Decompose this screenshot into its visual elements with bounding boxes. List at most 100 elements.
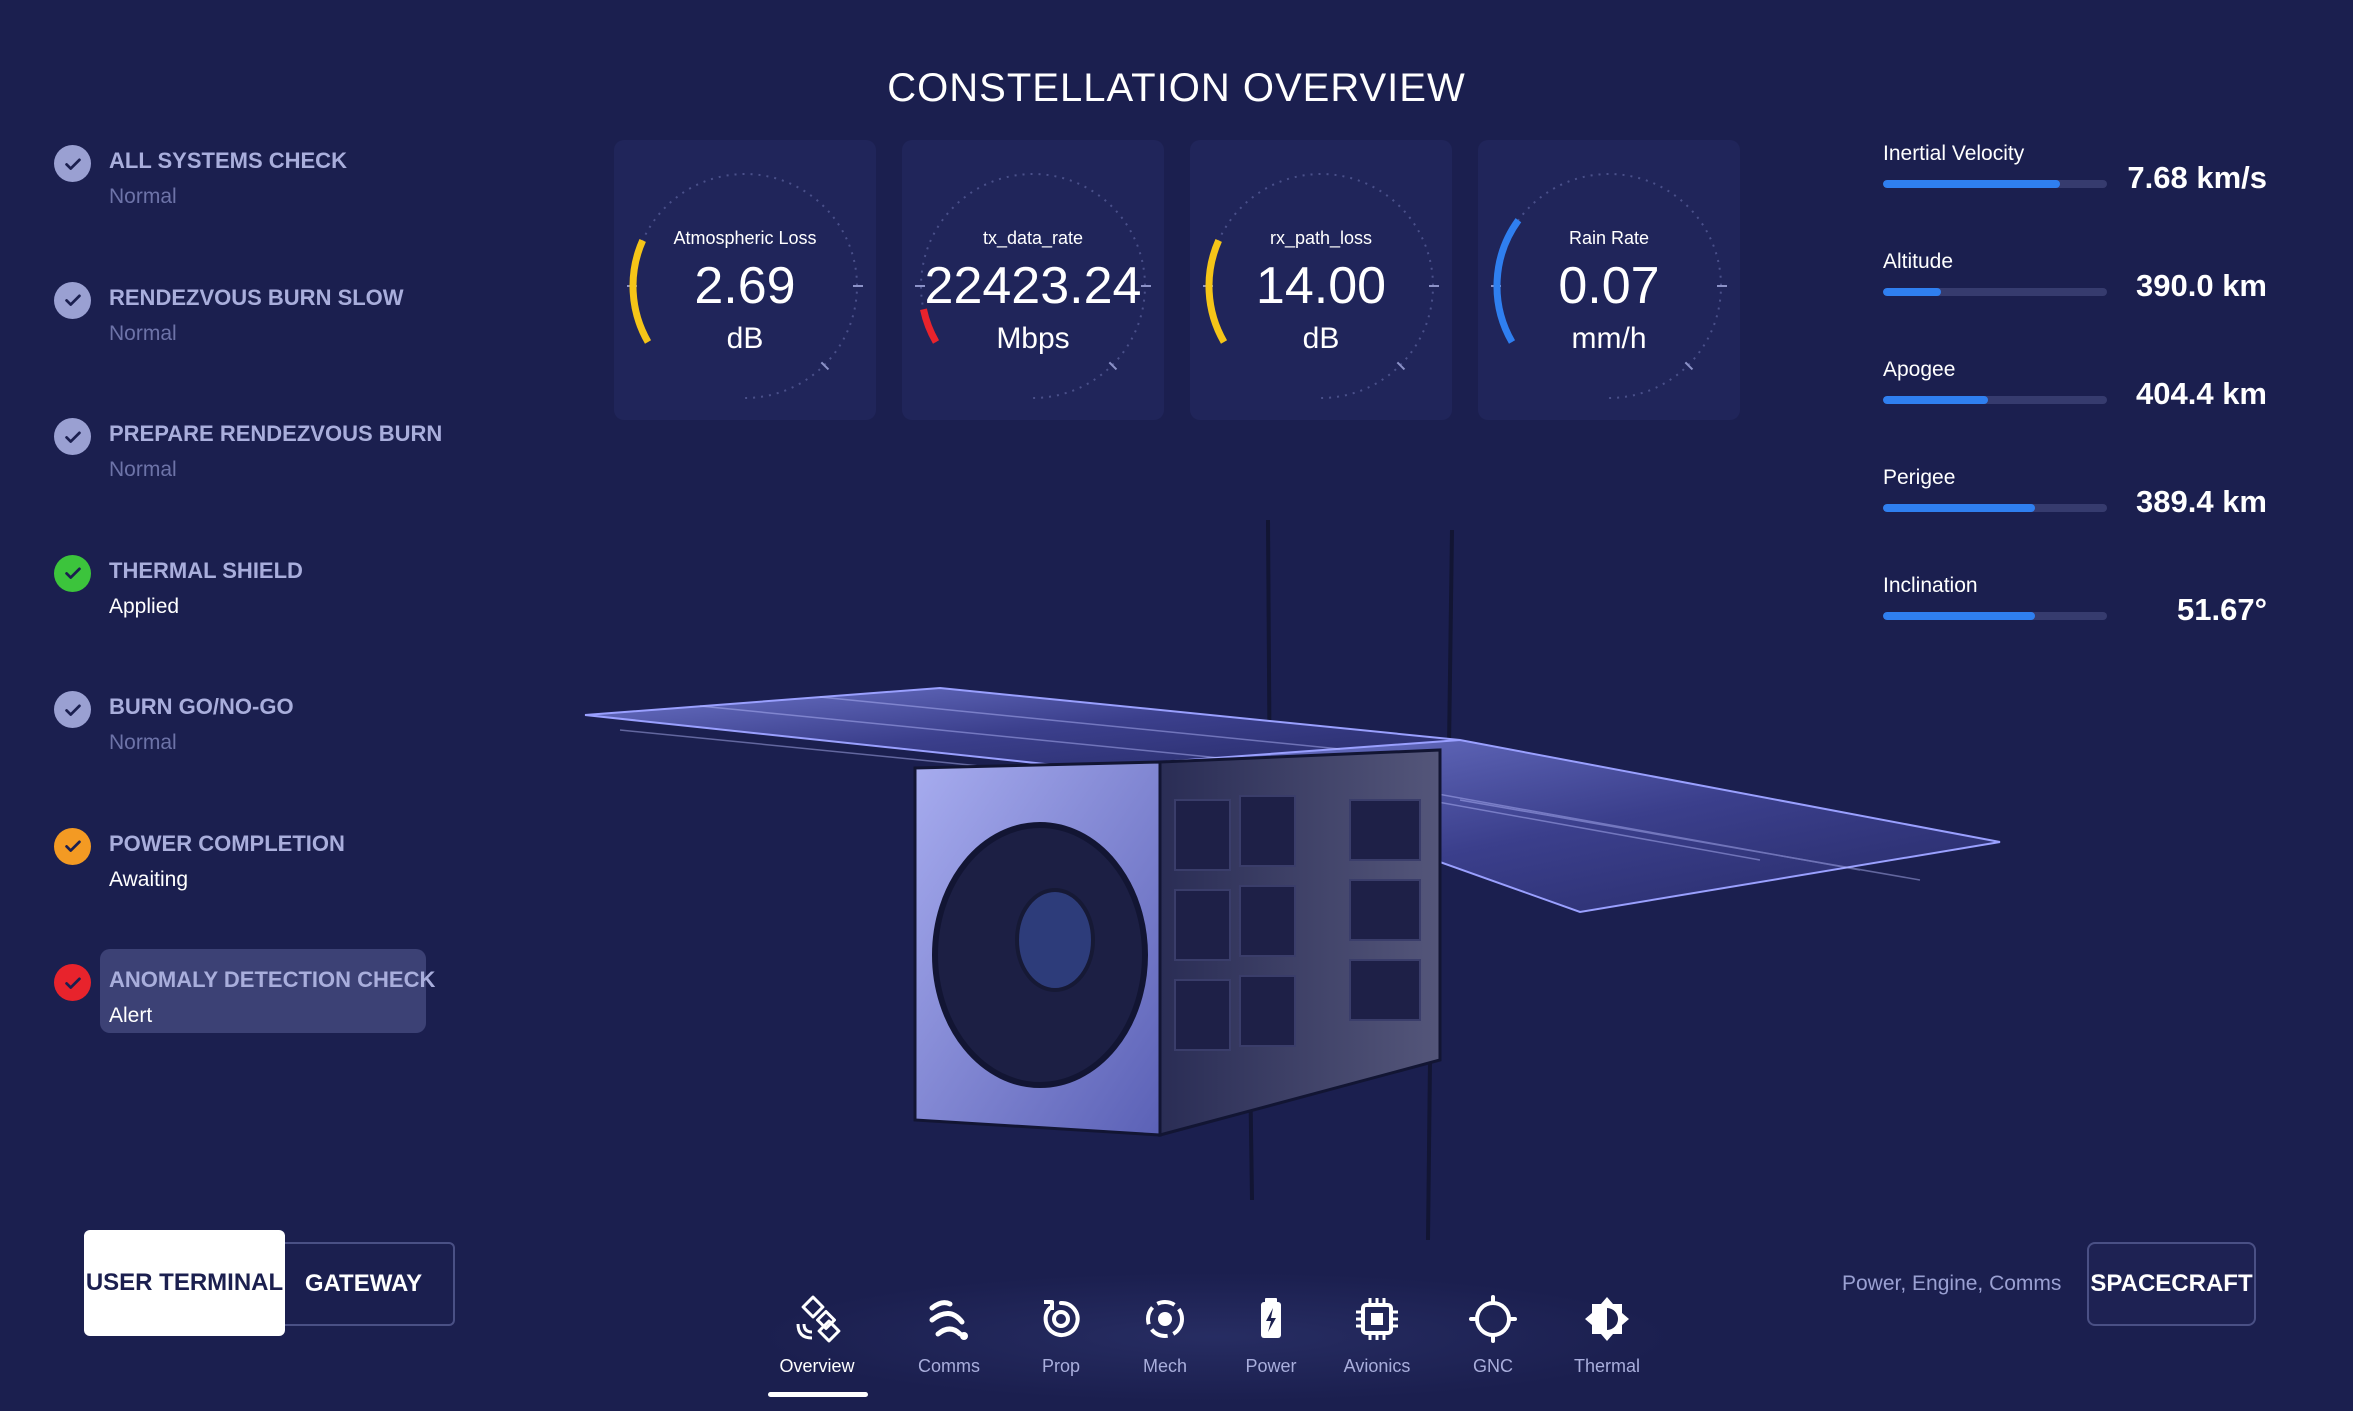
- check-icon: [54, 554, 91, 592]
- spacecraft-button[interactable]: SPACECRAFT: [2087, 1242, 2256, 1326]
- check-item-burn-go-no-go[interactable]: BURN GO/NO-GO Normal: [54, 688, 454, 825]
- side-panels: [1174, 795, 1421, 1051]
- nav-label: GNC: [1473, 1356, 1513, 1376]
- gauge-label: tx_data_rate: [982, 228, 1084, 248]
- gauge-value-arc: [1205, 239, 1228, 344]
- check-item-all-systems[interactable]: ALL SYSTEMS CHECK Normal: [54, 142, 454, 279]
- check-status: Normal: [109, 185, 177, 208]
- metric-bar: [1883, 612, 2107, 620]
- gauge-tick: [1108, 361, 1118, 371]
- check-item-thermal-shield[interactable]: THERMAL SHIELD Applied: [54, 552, 454, 689]
- check-item-prepare-rendezvous-burn[interactable]: PREPARE RENDEZVOUS BURN Normal: [54, 415, 454, 552]
- checklist: ALL SYSTEMS CHECK Normal RENDEZVOUS BURN…: [54, 142, 454, 1098]
- check-item-rendezvous-burn-slow[interactable]: RENDEZVOUS BURN SLOW Normal: [54, 279, 454, 416]
- check-status: Normal: [109, 321, 177, 345]
- check-icon: [54, 827, 91, 865]
- metric-inclination: Inclination 51.67°: [1883, 572, 2273, 680]
- metric-bar: [1883, 180, 2107, 188]
- thermal-icon: [1585, 1297, 1629, 1341]
- battery-icon: [1261, 1298, 1281, 1338]
- gauge-tick: [1684, 361, 1694, 371]
- metric-bar-fill: [1883, 396, 1989, 404]
- gauge-value-arc: [629, 239, 652, 344]
- nav-background: [756, 1272, 1676, 1402]
- nav-item-thermal[interactable]: Thermal: [1552, 1294, 1662, 1377]
- lens: [1015, 888, 1095, 992]
- metric-bar-fill: [1883, 288, 1942, 296]
- metric-value: 389.4 km: [2136, 484, 2267, 519]
- user-terminal-button[interactable]: USER TERMINAL: [84, 1230, 285, 1336]
- metric-label: Inertial Velocity: [1883, 142, 2025, 165]
- nav-item-comms[interactable]: Comms: [894, 1294, 1004, 1377]
- nav-label: Thermal: [1573, 1356, 1640, 1376]
- subsystem-nav: Overview Comms Prop Mech: [756, 1272, 1676, 1402]
- metric-bar: [1883, 504, 2107, 512]
- nav-label: Comms: [918, 1356, 980, 1376]
- check-item-anomaly-detection[interactable]: ANOMALY DETECTION CHECK Alert: [54, 949, 454, 1098]
- mechanism-icon: [1146, 1300, 1184, 1338]
- metric-bar-fill: [1883, 180, 2060, 188]
- gauge-dial: [1491, 173, 1727, 399]
- gauge-value: 2.69: [694, 257, 796, 315]
- gauge-value: 0.07: [1558, 257, 1660, 315]
- nav-label: Overview: [779, 1356, 855, 1376]
- metric-bar-fill: [1883, 612, 2036, 620]
- gauge-value: 22423.24: [924, 257, 1142, 315]
- gauge-tx-data-rate[interactable]: tx_data_rate 22423.24 Mbps: [902, 140, 1164, 420]
- check-label: BURN GO/NO-GO: [109, 694, 294, 719]
- check-icon: [54, 691, 91, 728]
- check-label: RENDEZVOUS BURN SLOW: [109, 284, 404, 310]
- nav-label: Power: [1245, 1356, 1297, 1376]
- check-item-power-completion[interactable]: POWER COMPLETION Awaiting: [54, 825, 454, 962]
- gauge-label: Atmospheric Loss: [673, 228, 817, 248]
- satellite-model[interactable]: [560, 500, 2020, 1260]
- nav-item-mech[interactable]: Mech: [1110, 1294, 1220, 1377]
- metric-apogee: Apogee 404.4 km: [1883, 356, 2273, 464]
- selection-highlight: [100, 949, 426, 1033]
- nav-item-prop[interactable]: Prop: [1006, 1294, 1116, 1377]
- check-icon: [54, 418, 91, 455]
- check-label: THERMAL SHIELD: [109, 557, 303, 583]
- gauge-label: Rain Rate: [1568, 228, 1650, 248]
- check-status: Awaiting: [109, 867, 188, 891]
- metric-altitude: Altitude 390.0 km: [1883, 248, 2273, 356]
- gauge-atmospheric-loss[interactable]: Atmospheric Loss 2.69 dB: [614, 140, 876, 420]
- gauge-unit: dB: [726, 322, 764, 355]
- gauge-value-arc: [1493, 218, 1522, 344]
- metric-value: 51.67°: [2177, 592, 2267, 627]
- metric-label: Perigee: [1883, 466, 1956, 489]
- gauge-tick: [1396, 361, 1406, 371]
- nav-item-avionics[interactable]: Avionics: [1322, 1294, 1432, 1377]
- subsystems-text: Power, Engine, Comms: [1842, 1272, 2062, 1295]
- check-label: ANOMALY DETECTION CHECK: [109, 967, 436, 992]
- gateway-button[interactable]: GATEWAY: [274, 1242, 455, 1326]
- metric-bar-fill: [1883, 504, 2036, 512]
- check-icon: [54, 281, 91, 319]
- gauge-unit: Mbps: [996, 322, 1070, 355]
- check-status: Normal: [109, 731, 177, 754]
- gauge-label: rx_path_loss: [1269, 228, 1373, 248]
- metric-bar: [1883, 396, 2107, 404]
- gauge-dial: [627, 173, 863, 399]
- metric-label: Altitude: [1883, 250, 1954, 273]
- check-status: Alert: [109, 1004, 153, 1027]
- gauge-rx-path-loss[interactable]: rx_path_loss 14.00 dB: [1190, 140, 1452, 420]
- nav-item-power[interactable]: Power: [1216, 1294, 1326, 1377]
- nav-label: Avionics: [1343, 1356, 1411, 1376]
- metric-bar: [1883, 288, 2107, 296]
- check-status: Applied: [109, 594, 180, 618]
- check-label: PREPARE RENDEZVOUS BURN: [109, 421, 443, 446]
- metric-inertial-velocity: Inertial Velocity 7.68 km/s: [1883, 140, 2273, 248]
- gauge-unit: dB: [1302, 322, 1340, 355]
- check-icon: [54, 145, 91, 182]
- metric-label: Inclination: [1883, 574, 1978, 597]
- metric-value: 7.68 km/s: [2127, 160, 2267, 195]
- nav-item-overview[interactable]: Overview: [762, 1294, 872, 1377]
- metric-value: 404.4 km: [2136, 376, 2267, 411]
- check-label: ALL SYSTEMS CHECK: [109, 148, 347, 173]
- signal-icon: [929, 1300, 968, 1340]
- gauge-tick: [820, 361, 830, 371]
- gauge-rain-rate[interactable]: Rain Rate 0.07 mm/h: [1478, 140, 1740, 420]
- nav-item-gnc[interactable]: GNC: [1438, 1294, 1548, 1377]
